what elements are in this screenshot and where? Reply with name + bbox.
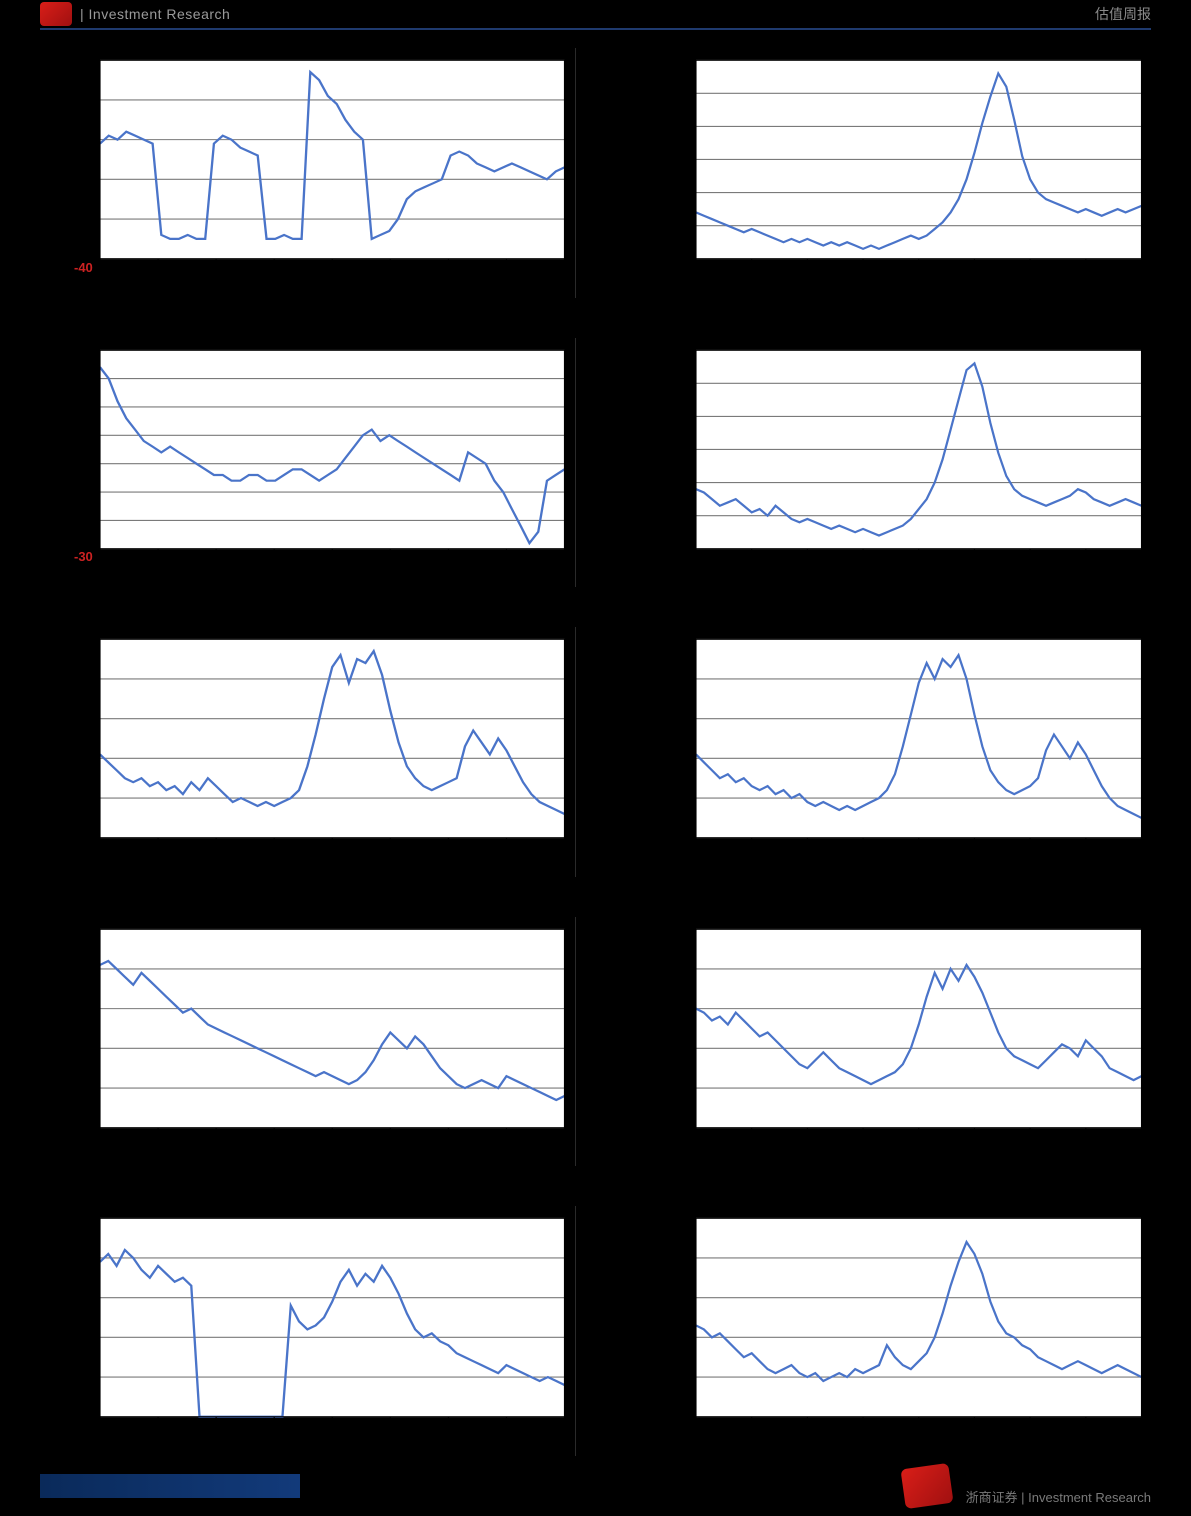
footer-logo-icon (900, 1463, 953, 1509)
chart-panel-c9 (40, 1206, 576, 1456)
chart-panel-c4 (616, 338, 1152, 588)
header-rule (40, 28, 1151, 30)
header-left-text: | Investment Research (80, 6, 230, 22)
page-footer: 浙商证券 | Investment Research (0, 1466, 1191, 1506)
chart-panel-c1: -40 (40, 48, 576, 298)
chart-plot-c5 (100, 637, 565, 847)
chart-panel-c6 (616, 627, 1152, 877)
chart-plot-c9 (100, 1216, 565, 1426)
chart-ylabel-c3: -30 (74, 549, 93, 564)
footer-right-text: 浙商证券 | Investment Research (966, 1487, 1151, 1506)
chart-plot-c10 (696, 1216, 1142, 1426)
chart-grid: -40 -30 (40, 48, 1151, 1456)
chart-plot-c3 (100, 348, 565, 558)
chart-ylabel-c1: -40 (74, 260, 93, 275)
brand-logo-icon (40, 2, 72, 26)
chart-plot-c1 (100, 58, 565, 268)
page-header: | Investment Research 估值周报 (0, 0, 1191, 28)
header-left: | Investment Research (40, 2, 230, 26)
chart-plot-c2 (696, 58, 1142, 268)
chart-panel-c8 (616, 917, 1152, 1167)
chart-plot-c4 (696, 348, 1142, 558)
chart-plot-c7 (100, 927, 565, 1137)
chart-plot-c6 (696, 637, 1142, 847)
chart-panel-c3: -30 (40, 338, 576, 588)
header-right-text: 估值周报 (1095, 4, 1151, 24)
chart-panel-c7 (40, 917, 576, 1167)
footer-accent-bar (40, 1474, 300, 1498)
chart-plot-c8 (696, 927, 1142, 1137)
chart-panel-c10 (616, 1206, 1152, 1456)
chart-panel-c2 (616, 48, 1152, 298)
chart-panel-c5 (40, 627, 576, 877)
